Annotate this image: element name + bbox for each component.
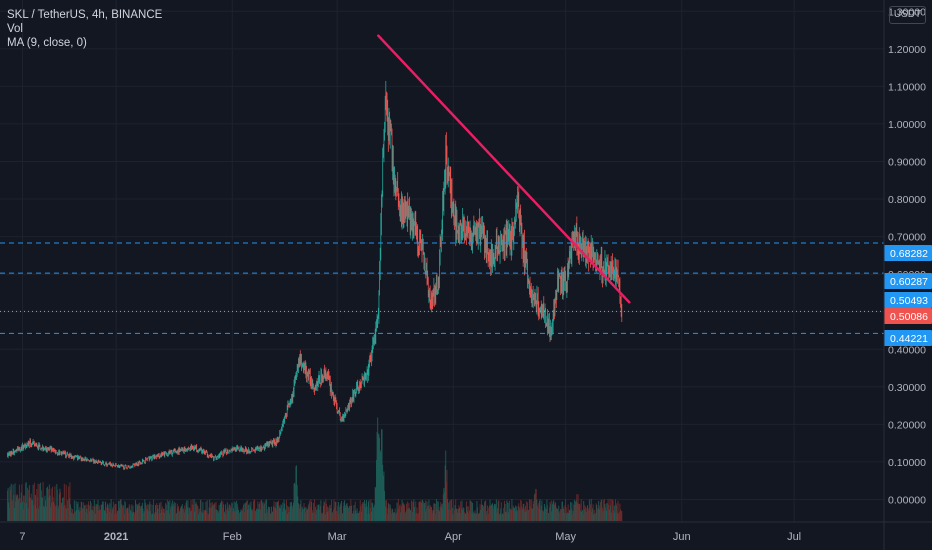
price-badge-bg (884, 330, 932, 346)
trend-line[interactable] (377, 34, 631, 304)
trend-line-layer[interactable] (377, 34, 631, 304)
volume-bars (7, 417, 623, 521)
price-badge-bg (884, 308, 932, 324)
price-tick-label: 0.70000 (888, 232, 926, 244)
price-tick-label: 0.90000 (888, 156, 926, 168)
price-badge-bg (884, 292, 932, 308)
price-badge-bg (884, 245, 932, 261)
price-tick-label: 0.10000 (888, 457, 926, 469)
price-tick-label: 0.20000 (888, 419, 926, 431)
horizontal-levels[interactable] (0, 242, 884, 334)
time-tick-label: Feb (223, 531, 242, 543)
price-tick-label: 0.30000 (888, 382, 926, 394)
ma-indicator-label[interactable]: MA (9, close, 0) (7, 37, 87, 49)
chart-legend: SKL / TetherUS, 4h, BINANCE Vol MA (9, c… (7, 8, 162, 50)
price-badge-bg (884, 273, 932, 289)
price-badge-label: 0.60287 (890, 276, 928, 288)
time-tick-label: 7 (19, 531, 25, 543)
price-badge-label: 0.68282 (890, 248, 928, 260)
price-tick-label: 0.00000 (888, 494, 926, 506)
price-tick-label: 0.80000 (888, 194, 926, 206)
candle-series (7, 80, 623, 470)
time-tick-label: Apr (445, 531, 462, 543)
price-badges: 0.68282 0.60287 0.50493 0.50086 0.44221 (884, 245, 932, 346)
price-badge-label: 0.50493 (890, 295, 928, 307)
time-tick-label: May (555, 531, 576, 543)
symbol-title[interactable]: SKL / TetherUS, 4h, BINANCE (7, 9, 163, 21)
time-axis[interactable]: 7 2021 Feb Mar Apr May Jun Jul (19, 531, 801, 543)
time-tick-label: Mar (328, 531, 347, 543)
time-tick-label: 2021 (104, 531, 128, 543)
price-tick-label: 1.10000 (888, 81, 926, 93)
time-tick-label: Jul (787, 531, 801, 543)
grid-lines (0, 0, 884, 522)
price-tick-label: 1.20000 (888, 44, 926, 56)
price-badge-label: 0.44221 (890, 333, 928, 345)
volume-indicator-label[interactable]: Vol (7, 23, 23, 35)
time-tick-label: Jun (673, 531, 691, 543)
price-badge-label: 0.50086 (890, 311, 928, 323)
currency-button[interactable]: USDT (889, 6, 926, 24)
price-tick-label: 0.40000 (888, 344, 926, 356)
price-tick-label: 1.00000 (888, 119, 926, 131)
price-tick-label: 1.30000 (888, 6, 926, 18)
